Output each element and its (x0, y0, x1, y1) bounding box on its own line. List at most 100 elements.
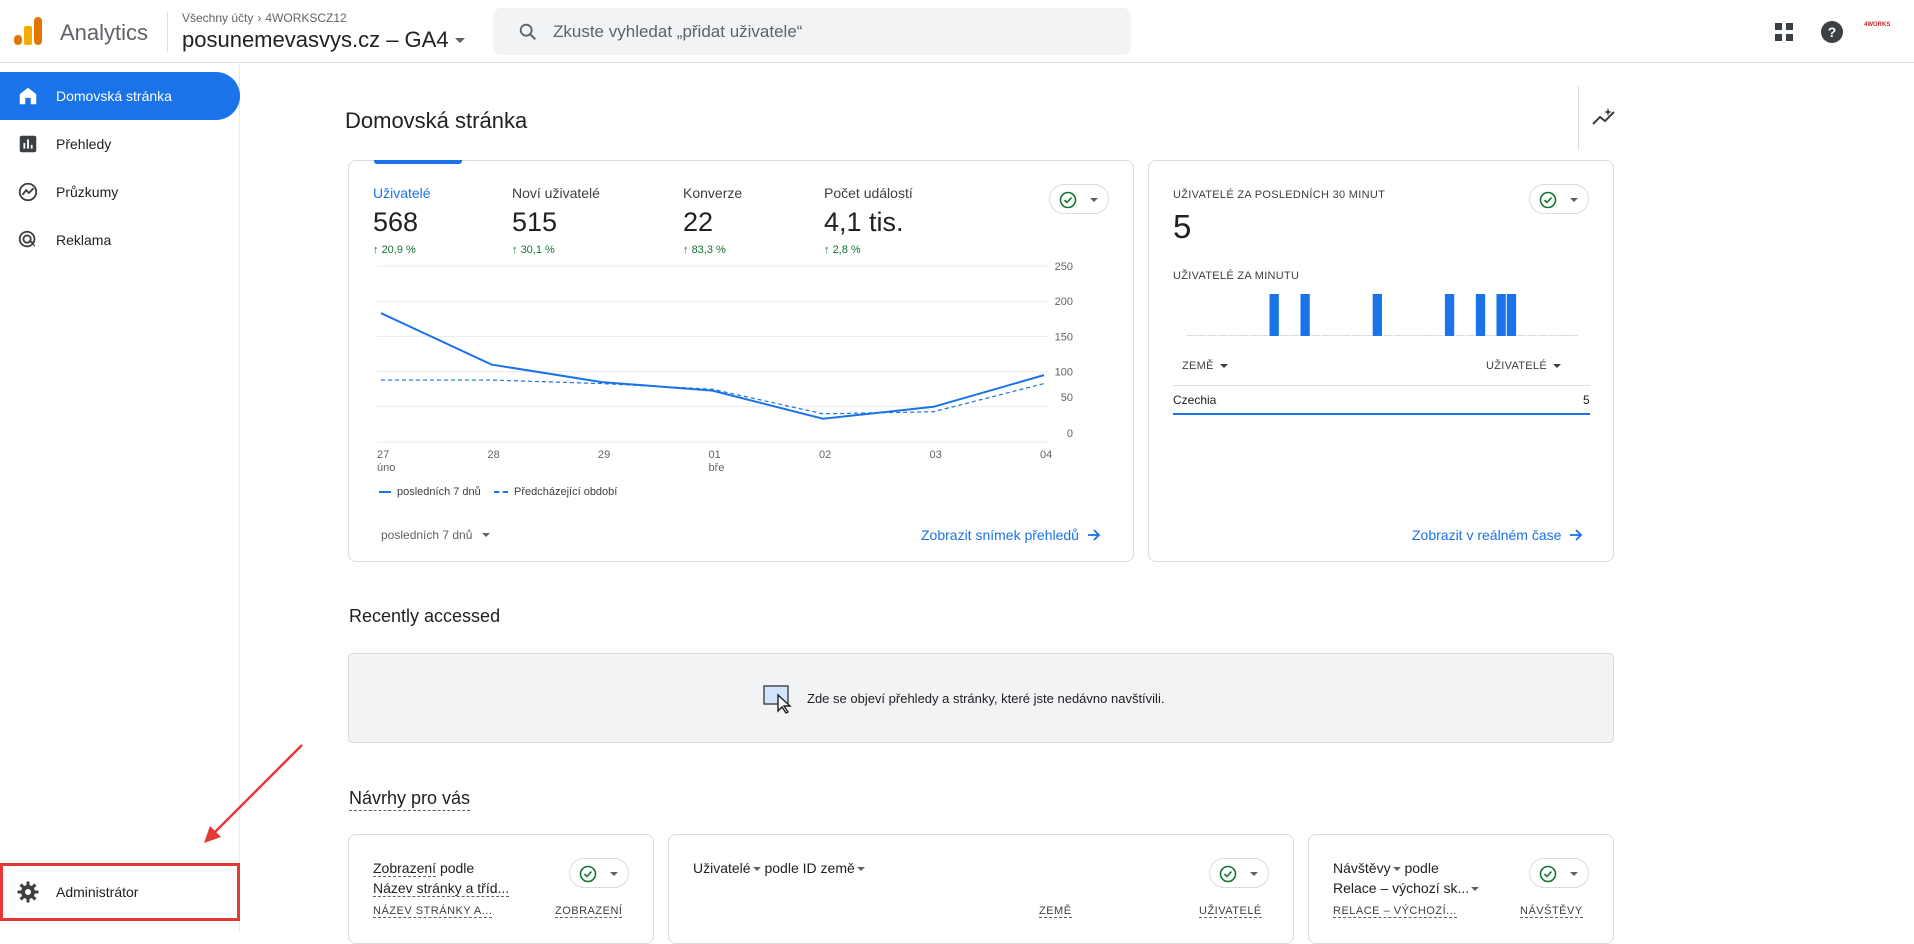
minute-bar (1413, 335, 1424, 336)
overview-card (348, 160, 1134, 562)
view-reports-snapshot-link[interactable]: Zobrazit snímek přehledů (921, 527, 1101, 543)
help-icon[interactable]: ? (1820, 20, 1844, 44)
dimension-selector[interactable]: Název stránky a tříd... (373, 880, 510, 897)
data-quality-pill[interactable] (1529, 184, 1589, 214)
minute-bar (1475, 294, 1486, 336)
column-header-users[interactable]: UŽIVATELÉ (1486, 360, 1561, 372)
date-range-label: posledních 7 dnů (381, 528, 473, 542)
metric-value: 4,1 tis. (824, 207, 904, 237)
app-name[interactable]: Analytics (60, 20, 149, 45)
page-title: Domovská stránka (345, 108, 528, 133)
legend-label: posledních 7 dnů (397, 486, 481, 498)
data-quality-pill[interactable] (1209, 858, 1269, 888)
check-circle-icon (1539, 865, 1557, 883)
search-icon (519, 23, 537, 40)
column-header[interactable]: RELACE – VÝCHOZÍ... (1333, 905, 1457, 918)
minute-bar (1486, 335, 1496, 336)
metric-tab-conversions[interactable]: Konverze 22 ↑ 83,3 % (683, 185, 742, 256)
nav-item-home[interactable]: Domovská stránka (0, 72, 240, 120)
current-period-line (380, 312, 1045, 420)
realtime-title: UŽIVATELÉ ZA POSLEDNÍCH 30 MINUT (1173, 189, 1386, 201)
bar-chart-icon (19, 135, 37, 153)
column-header[interactable]: NÁZEV STRÁNKY A... (373, 905, 493, 918)
metric-label: Uživatelé (373, 185, 431, 201)
dimension-selector[interactable]: ID země (802, 860, 855, 876)
minute-bar (1217, 335, 1228, 336)
recently-accessed-title: Recently accessed (349, 606, 501, 626)
svg-text:?: ? (1828, 24, 1837, 40)
minute-bar (1228, 335, 1238, 336)
caret-down-icon (610, 872, 618, 876)
breadcrumb[interactable]: Všechny účty › 4WORKSCZ12 (182, 11, 347, 25)
nav-label: Administrátor (56, 884, 139, 900)
property-selector[interactable]: posunemevasvys.cz – GA4 (182, 27, 465, 53)
realtime-row-country: Czechia (1173, 393, 1217, 407)
x-tick-label: 29 (598, 449, 610, 461)
data-quality-pill[interactable] (1049, 184, 1109, 214)
column-header[interactable]: UŽIVATELÉ (1199, 905, 1262, 918)
minute-bar (1548, 335, 1558, 336)
minute-bar (1290, 335, 1300, 336)
realtime-row-users: 5 (1583, 393, 1590, 407)
x-tick-label: 02 (819, 449, 831, 461)
nav-item-reports[interactable]: Přehledy (0, 120, 240, 168)
column-header[interactable]: NÁVŠTĚVY (1520, 905, 1583, 918)
dimension-selector[interactable]: Relace – výchozí sk... (1333, 880, 1470, 896)
insights-button[interactable] (1578, 86, 1650, 150)
data-quality-pill[interactable] (569, 858, 629, 888)
caret-down-icon (1250, 872, 1258, 876)
metric-value: 515 (512, 207, 558, 237)
suggestion-card-heading[interactable]: Návštěvy podle Relace – výchozí sk... (1333, 858, 1480, 898)
legend-label: Předcházející období (514, 486, 618, 498)
legend-current: posledních 7 dnů (379, 486, 481, 498)
check-circle-icon (1059, 191, 1077, 209)
metric-tab-events[interactable]: Počet událostí 4,1 tis. ↑ 2,8 % (824, 185, 913, 256)
column-header[interactable]: ZEMĚ (1039, 905, 1072, 918)
y-tick-label: 250 (1055, 262, 1073, 273)
suggestion-card-heading[interactable]: Zobrazení podle Název stránky a tříd... (373, 860, 510, 897)
minute-bar (1331, 335, 1341, 336)
metric-tab-users[interactable]: Uživatelé 568 ↑ 20,9 % (373, 185, 431, 256)
caret-down-icon (1552, 364, 1561, 368)
view-realtime-link[interactable]: Zobrazit v reálném čase (1412, 527, 1583, 543)
home-icon (19, 87, 37, 105)
metric-selector[interactable]: Uživatelé (693, 860, 751, 876)
column-header-country[interactable]: ZEMĚ (1182, 360, 1228, 372)
legend-previous: Předcházející období (494, 486, 617, 498)
nav-item-admin[interactable]: Administrátor (0, 868, 240, 916)
suggestion-card-heading[interactable]: Uživatelé podle ID země (693, 858, 865, 878)
users-per-minute-bar-chart (1187, 294, 1578, 336)
account-avatar[interactable]: 4WORKS (1864, 22, 1891, 28)
metric-tab-new-users[interactable]: Noví uživatelé 515 ↑ 30,1 % (512, 185, 600, 256)
y-tick-label: 100 (1055, 367, 1073, 379)
nav-item-explore[interactable]: Průzkumy (0, 168, 240, 216)
metric-delta: ↑ 2,8 % (824, 244, 861, 256)
metric-value: 568 (373, 207, 419, 237)
minute-bar (1269, 294, 1279, 336)
suggestions-title[interactable]: Návrhy pro vás (349, 788, 471, 811)
chevron-right-icon: › (257, 11, 262, 25)
minute-bar (1197, 335, 1207, 336)
date-range-select[interactable]: posledních 7 dnů (381, 528, 491, 542)
nav-item-advertising[interactable]: Reklama (0, 216, 240, 264)
search-bar[interactable] (493, 8, 1131, 55)
apps-grid-icon[interactable] (1772, 20, 1796, 44)
realtime-subtitle: UŽIVATELÉ ZA MINUTU (1173, 270, 1300, 282)
previous-period-line (381, 379, 1045, 415)
minute-bar (1310, 335, 1321, 336)
analytics-logo-icon[interactable] (14, 17, 42, 45)
metric-selector[interactable]: Návštěvy (1333, 860, 1391, 876)
cursor-window-icon (763, 685, 792, 714)
nav-label: Reklama (56, 232, 112, 248)
search-input[interactable] (553, 21, 1073, 42)
data-quality-pill[interactable] (1529, 858, 1589, 888)
column-header[interactable]: ZOBRAZENÍ (555, 905, 623, 918)
nav-label: Průzkumy (56, 184, 119, 200)
metric-selector[interactable]: Zobrazení (373, 860, 437, 877)
minute-bar (1341, 335, 1352, 336)
minute-bar (1393, 335, 1403, 336)
metric-delta: ↑ 20,9 % (373, 244, 416, 256)
caret-down-icon (856, 867, 865, 872)
nav-label: Domovská stránka (56, 88, 172, 104)
top-app-bar: Analytics Všechny účty › 4WORKSCZ12 posune… (0, 0, 1914, 63)
